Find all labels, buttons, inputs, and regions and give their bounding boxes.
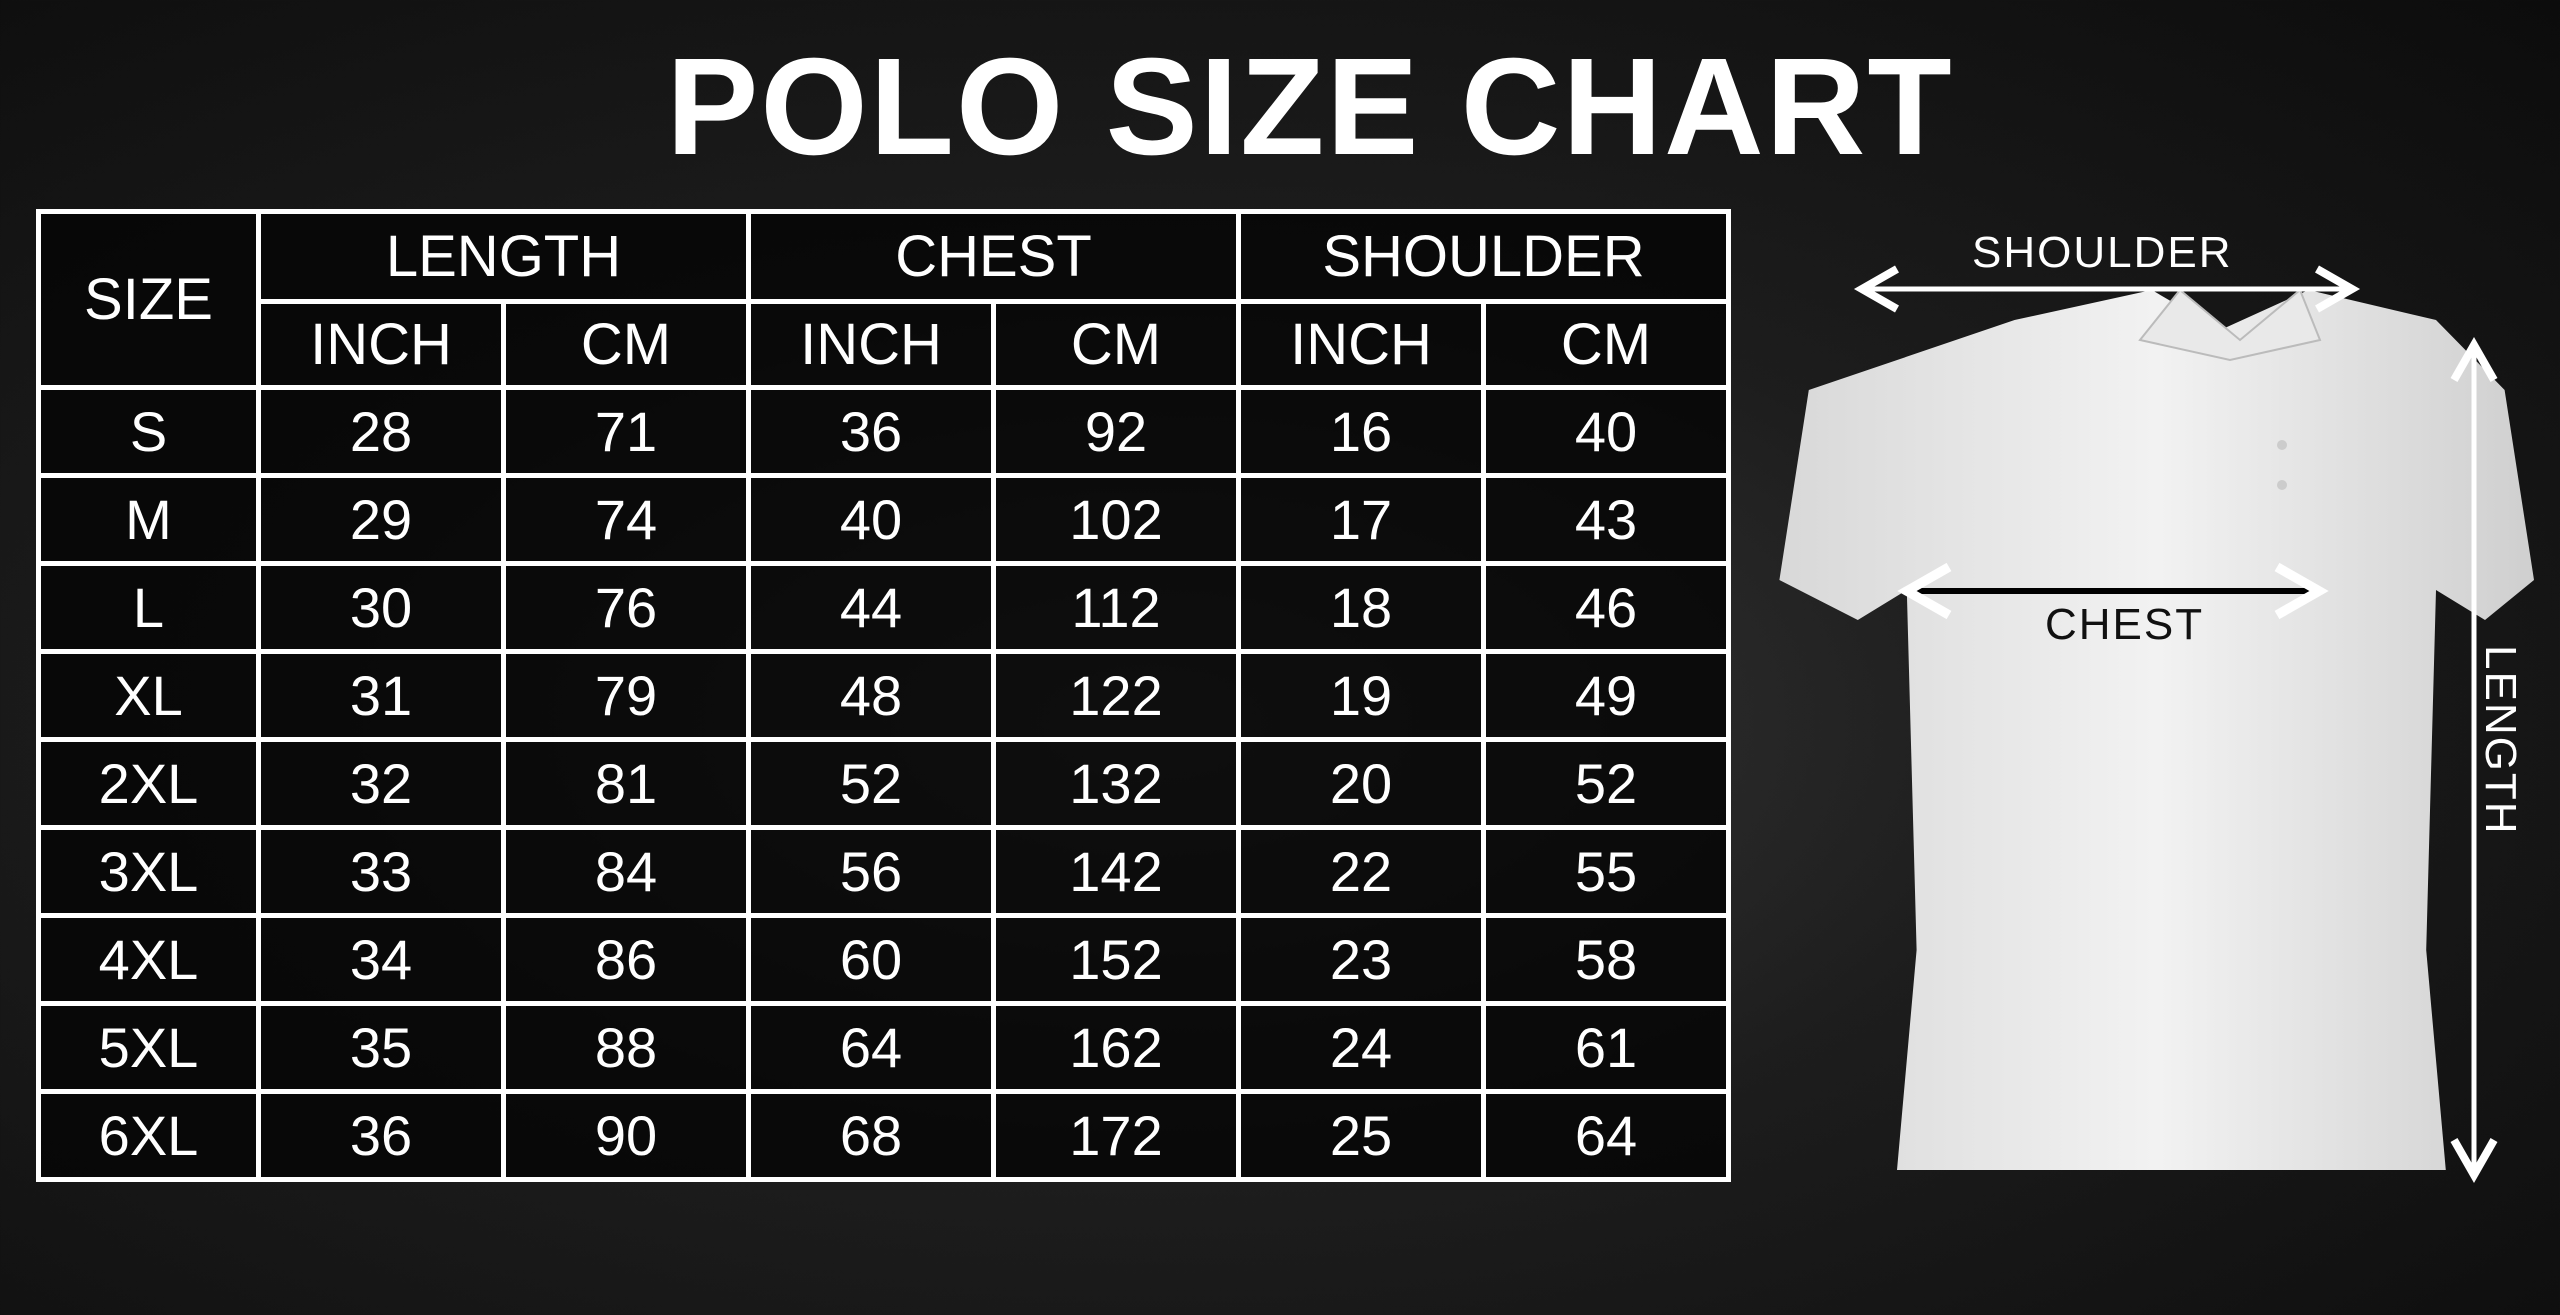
unit-header: CM — [1481, 299, 1731, 390]
value-cell: 76 — [501, 561, 751, 654]
size-cell: 3XL — [36, 825, 261, 918]
value-cell: 112 — [991, 561, 1241, 654]
value-cell: 46 — [1481, 561, 1731, 654]
size-cell: 5XL — [36, 1001, 261, 1094]
length-label: LENGTH — [2476, 645, 2525, 836]
value-cell: 74 — [501, 473, 751, 566]
value-cell: 17 — [1236, 473, 1486, 566]
size-cell: L — [36, 561, 261, 654]
value-cell: 22 — [1236, 825, 1486, 918]
size-cell: S — [36, 385, 261, 478]
value-cell: 40 — [1481, 385, 1731, 478]
value-cell: 64 — [746, 1001, 996, 1094]
value-cell: 29 — [256, 473, 506, 566]
value-cell: 61 — [1481, 1001, 1731, 1094]
value-cell: 52 — [746, 737, 996, 830]
value-cell: 44 — [746, 561, 996, 654]
table-row: M 29 74 40 102 17 43 — [36, 473, 1731, 566]
value-cell: 172 — [991, 1089, 1241, 1182]
value-cell: 55 — [1481, 825, 1731, 918]
table-row: S 28 71 36 92 16 40 — [36, 385, 1731, 478]
value-cell: 35 — [256, 1001, 506, 1094]
value-cell: 43 — [1481, 473, 1731, 566]
value-cell: 86 — [501, 913, 751, 1006]
size-cell: XL — [36, 649, 261, 742]
size-header: SIZE — [36, 209, 261, 390]
value-cell: 64 — [1481, 1089, 1731, 1182]
value-cell: 92 — [991, 385, 1241, 478]
table-row: 2XL 32 81 52 132 20 52 — [36, 737, 1731, 830]
size-cell: 2XL — [36, 737, 261, 830]
value-cell: 20 — [1236, 737, 1486, 830]
value-cell: 52 — [1481, 737, 1731, 830]
unit-header: INCH — [256, 299, 506, 390]
size-table: SIZE LENGTH CHEST SHOULDER INCH CM INCH CM I… — [36, 209, 1731, 1182]
unit-header: INCH — [746, 299, 996, 390]
chest-label: CHEST — [2045, 600, 2205, 649]
value-cell: 152 — [991, 913, 1241, 1006]
value-cell: 34 — [256, 913, 506, 1006]
value-cell: 79 — [501, 649, 751, 742]
value-cell: 56 — [746, 825, 996, 918]
group-header-shoulder: SHOULDER — [1236, 209, 1731, 304]
unit-header: CM — [991, 299, 1241, 390]
value-cell: 40 — [746, 473, 996, 566]
value-cell: 162 — [991, 1001, 1241, 1094]
value-cell: 84 — [501, 825, 751, 918]
group-header-length: LENGTH — [256, 209, 751, 304]
value-cell: 31 — [256, 649, 506, 742]
size-cell: 4XL — [36, 913, 261, 1006]
shoulder-label: SHOULDER — [1972, 228, 2233, 277]
page-title: POLO SIZE CHART — [666, 30, 1954, 184]
value-cell: 30 — [256, 561, 506, 654]
value-cell: 48 — [746, 649, 996, 742]
size-cell: M — [36, 473, 261, 566]
value-cell: 88 — [501, 1001, 751, 1094]
value-cell: 24 — [1236, 1001, 1486, 1094]
group-header-chest: CHEST — [746, 209, 1241, 304]
polo-shirt-diagram — [1779, 265, 2534, 1184]
value-cell: 19 — [1236, 649, 1486, 742]
value-cell: 102 — [991, 473, 1241, 566]
value-cell: 132 — [991, 737, 1241, 830]
table-row: L 30 76 44 112 18 46 — [36, 561, 1731, 654]
value-cell: 122 — [991, 649, 1241, 742]
value-cell: 58 — [1481, 913, 1731, 1006]
value-cell: 23 — [1236, 913, 1486, 1006]
value-cell: 25 — [1236, 1089, 1486, 1182]
value-cell: 32 — [256, 737, 506, 830]
value-cell: 71 — [501, 385, 751, 478]
table-row: 4XL 34 86 60 152 23 58 — [36, 913, 1731, 1006]
table-row: 3XL 33 84 56 142 22 55 — [36, 825, 1731, 918]
value-cell: 81 — [501, 737, 751, 830]
shirt-body — [1779, 290, 2534, 1170]
unit-header: CM — [501, 299, 751, 390]
value-cell: 36 — [256, 1089, 506, 1182]
value-cell: 60 — [746, 913, 996, 1006]
value-cell: 18 — [1236, 561, 1486, 654]
unit-header: INCH — [1236, 299, 1486, 390]
table-row: 6XL 36 90 68 172 25 64 — [36, 1089, 1731, 1182]
value-cell: 36 — [746, 385, 996, 478]
value-cell: 49 — [1481, 649, 1731, 742]
table-row: XL 31 79 48 122 19 49 — [36, 649, 1731, 742]
value-cell: 16 — [1236, 385, 1486, 478]
size-cell: 6XL — [36, 1089, 261, 1182]
table-row: 5XL 35 88 64 162 24 61 — [36, 1001, 1731, 1094]
value-cell: 68 — [746, 1089, 996, 1182]
value-cell: 28 — [256, 385, 506, 478]
value-cell: 90 — [501, 1089, 751, 1182]
value-cell: 33 — [256, 825, 506, 918]
value-cell: 142 — [991, 825, 1241, 918]
